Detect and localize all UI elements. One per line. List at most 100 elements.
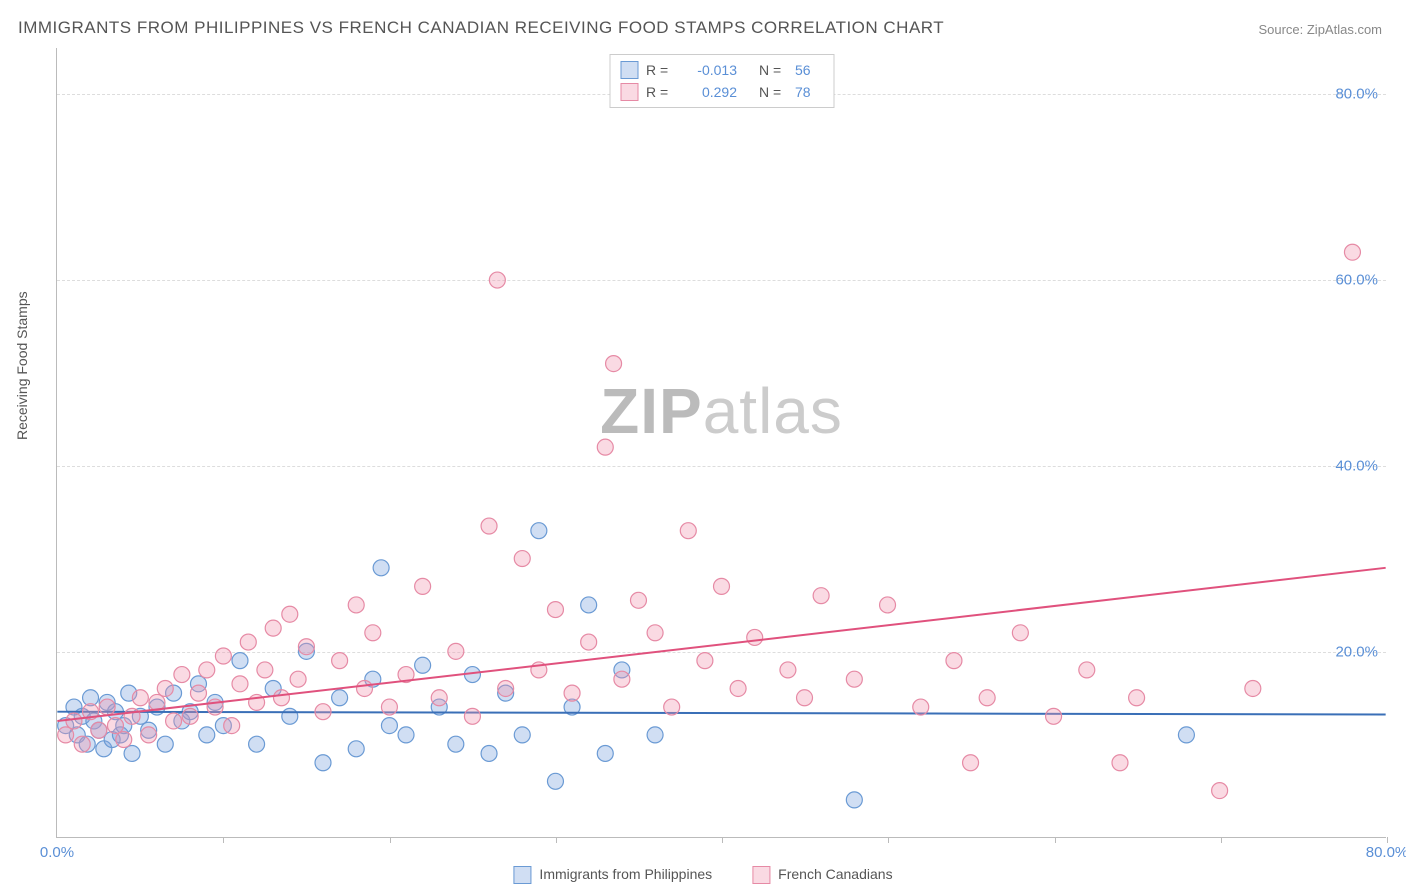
legend-bottom-item: Immigrants from Philippines — [513, 866, 712, 884]
data-point — [1012, 625, 1028, 641]
legend-label: Immigrants from Philippines — [539, 866, 712, 882]
legend-r-value: 0.292 — [682, 84, 737, 100]
source-label: Source: ZipAtlas.com — [1258, 22, 1382, 37]
plot-svg — [57, 48, 1386, 837]
data-point — [348, 741, 364, 757]
data-point — [332, 653, 348, 669]
chart-title: IMMIGRANTS FROM PHILIPPINES VS FRENCH CA… — [18, 18, 944, 38]
legend-n-value: 56 — [795, 62, 823, 78]
data-point — [448, 643, 464, 659]
data-point — [730, 680, 746, 696]
data-point — [232, 676, 248, 692]
data-point — [373, 560, 389, 576]
data-point — [107, 718, 123, 734]
data-point — [1112, 755, 1128, 771]
data-point — [547, 602, 563, 618]
data-point — [431, 690, 447, 706]
data-point — [514, 551, 530, 567]
data-point — [664, 699, 680, 715]
data-point — [315, 704, 331, 720]
legend-swatch — [513, 866, 531, 884]
data-point — [797, 690, 813, 706]
legend-n-label: N = — [759, 84, 787, 100]
data-point — [448, 736, 464, 752]
data-point — [564, 685, 580, 701]
data-point — [581, 597, 597, 613]
data-point — [697, 653, 713, 669]
legend-swatch — [620, 61, 638, 79]
data-point — [132, 690, 148, 706]
data-point — [846, 792, 862, 808]
data-point — [630, 592, 646, 608]
data-point — [498, 680, 514, 696]
data-point — [224, 718, 240, 734]
legend-n-value: 78 — [795, 84, 823, 100]
legend-r-label: R = — [646, 62, 674, 78]
data-point — [190, 685, 206, 701]
legend-r-value: -0.013 — [682, 62, 737, 78]
data-point — [647, 727, 663, 743]
data-point — [647, 625, 663, 641]
data-point — [381, 718, 397, 734]
data-point — [481, 745, 497, 761]
y-axis-label: Receiving Food Stamps — [14, 291, 30, 440]
data-point — [946, 653, 962, 669]
data-point — [680, 523, 696, 539]
data-point — [597, 439, 613, 455]
data-point — [282, 606, 298, 622]
x-tick — [1221, 837, 1222, 843]
data-point — [290, 671, 306, 687]
data-point — [963, 755, 979, 771]
data-point — [265, 620, 281, 636]
data-point — [1245, 680, 1261, 696]
data-point — [215, 648, 231, 664]
data-point — [249, 736, 265, 752]
data-point — [514, 727, 530, 743]
data-point — [174, 667, 190, 683]
data-point — [141, 727, 157, 743]
data-point — [606, 356, 622, 372]
data-point — [91, 722, 107, 738]
data-point — [780, 662, 796, 678]
data-point — [282, 708, 298, 724]
data-point — [714, 578, 730, 594]
x-tick — [722, 837, 723, 843]
data-point — [365, 625, 381, 641]
legend-row: R = 0.292 N = 78 — [620, 81, 823, 103]
data-point — [381, 699, 397, 715]
legend-bottom: Immigrants from Philippines French Canadi… — [513, 866, 892, 884]
data-point — [1046, 708, 1062, 724]
data-point — [232, 653, 248, 669]
data-point — [979, 690, 995, 706]
legend-label: French Canadians — [778, 866, 892, 882]
legend-n-label: N = — [759, 62, 787, 78]
data-point — [199, 727, 215, 743]
data-point — [357, 680, 373, 696]
data-point — [166, 713, 182, 729]
data-point — [99, 699, 115, 715]
data-point — [1129, 690, 1145, 706]
x-tick — [223, 837, 224, 843]
data-point — [66, 713, 82, 729]
data-point — [415, 578, 431, 594]
data-point — [157, 736, 173, 752]
trendline — [57, 712, 1385, 715]
data-point — [1212, 783, 1228, 799]
data-point — [547, 773, 563, 789]
data-point — [597, 745, 613, 761]
data-point — [813, 588, 829, 604]
data-point — [531, 523, 547, 539]
data-point — [1344, 244, 1360, 260]
x-tick — [888, 837, 889, 843]
legend-bottom-item: French Canadians — [752, 866, 892, 884]
x-tick — [556, 837, 557, 843]
data-point — [747, 629, 763, 645]
x-tick-label: 0.0% — [40, 844, 74, 861]
data-point — [481, 518, 497, 534]
legend-swatch — [620, 83, 638, 101]
legend-swatch — [752, 866, 770, 884]
data-point — [489, 272, 505, 288]
legend-r-label: R = — [646, 84, 674, 100]
data-point — [913, 699, 929, 715]
data-point — [846, 671, 862, 687]
